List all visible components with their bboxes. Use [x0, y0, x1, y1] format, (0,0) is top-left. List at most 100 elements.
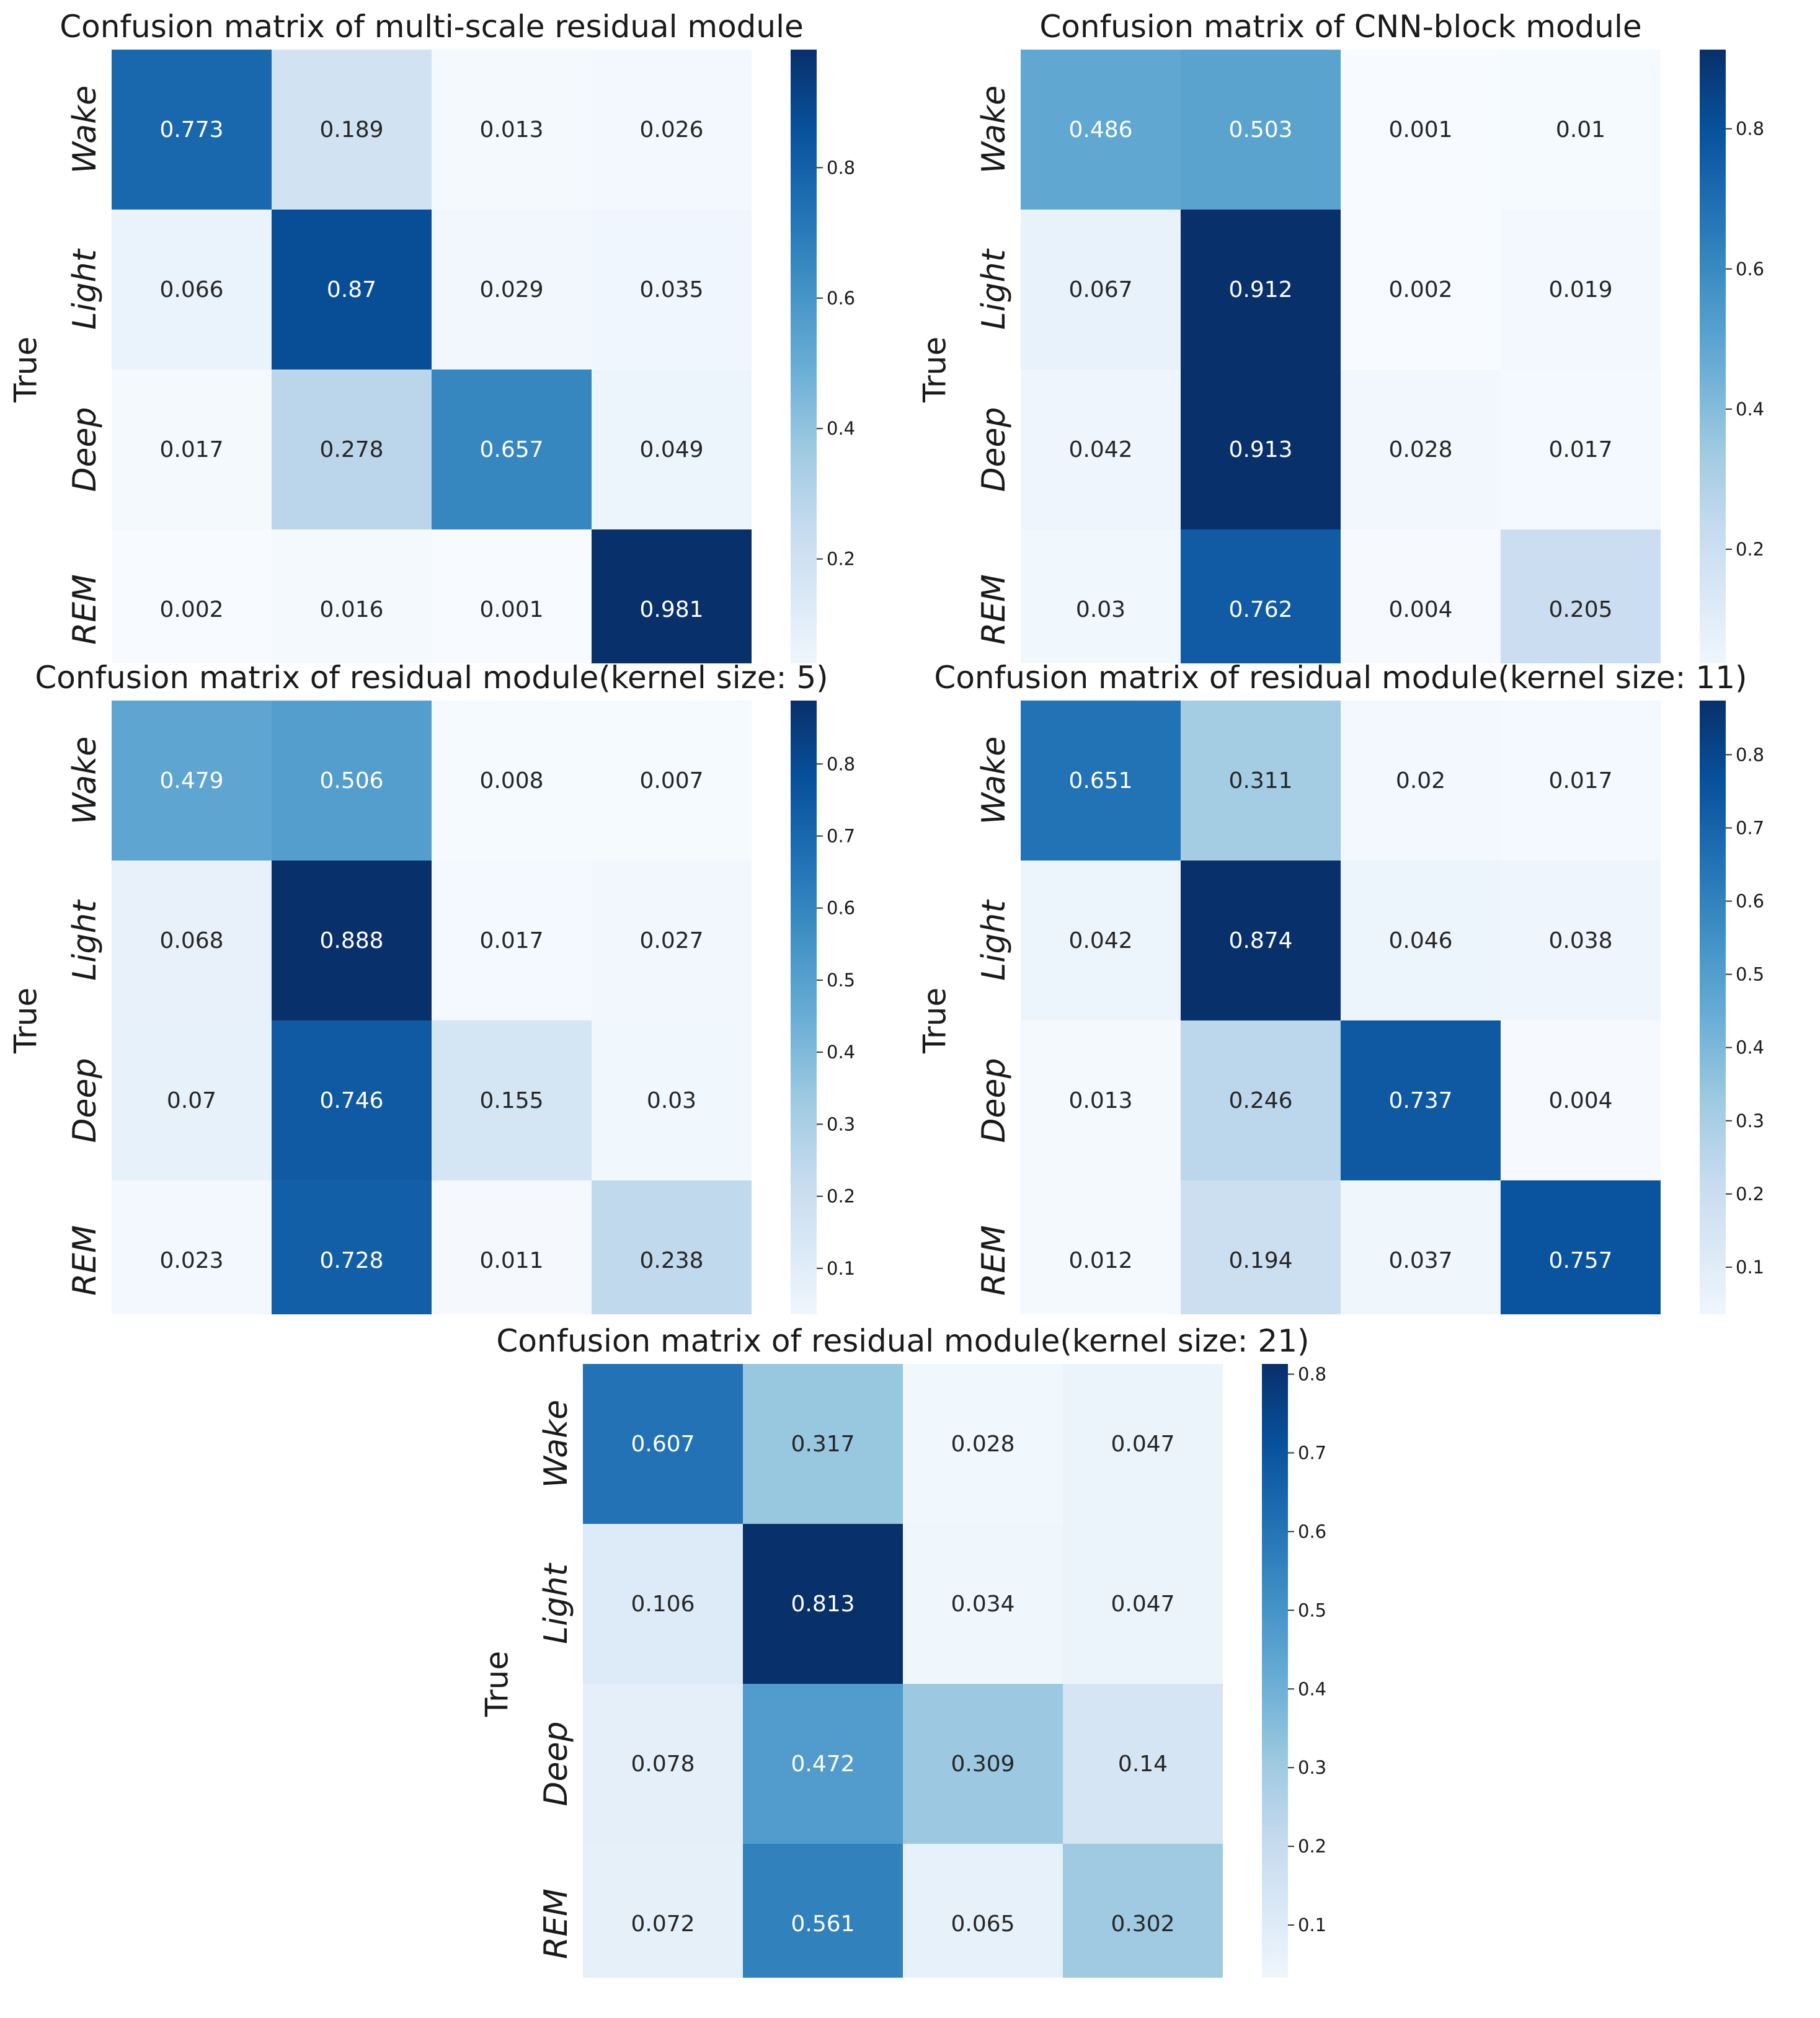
- heatmap-cell: [1063, 1524, 1223, 1684]
- heatmap-cell: [1501, 1180, 1661, 1314]
- cell-value-label: 0.028: [951, 1432, 1014, 1457]
- heatmap-cell: [432, 861, 592, 1020]
- heatmap-cell: [592, 210, 752, 370]
- y-tick-label: REM: [975, 1225, 1013, 1296]
- colorbar-tick-label: 0.8: [827, 753, 855, 774]
- y-tick-label: Wake: [66, 737, 104, 825]
- cell-value-label: 0.746: [319, 1088, 383, 1113]
- confusion-matrix-multi-scale-residual: Confusion matrix of multi-scale residual…: [0, 0, 909, 663]
- heatmap-cell: [1341, 210, 1501, 370]
- cell-value-label: 0.027: [639, 928, 703, 954]
- colorbar: [791, 701, 817, 1314]
- heatmap-cell: [272, 370, 432, 529]
- cell-value-label: 0.03: [1076, 597, 1125, 622]
- heatmap-cell: [272, 50, 432, 210]
- colorbar-tick-label: 0.8: [1736, 118, 1764, 139]
- cell-value-label: 0.011: [479, 1248, 543, 1273]
- heatmap-cell: [743, 1684, 903, 1844]
- cell-value-label: 0.072: [631, 1911, 695, 1937]
- cell-value-label: 0.14: [1118, 1751, 1168, 1777]
- heatmap-cell: [432, 50, 592, 210]
- y-tick-label: REM: [66, 574, 104, 645]
- heatmap-cell: [432, 370, 592, 529]
- y-tick-label: REM: [975, 574, 1013, 645]
- cell-value-label: 0.155: [479, 1088, 543, 1113]
- y-tick-label: Deep: [66, 407, 104, 492]
- cell-value-label: 0.309: [951, 1751, 1014, 1777]
- confusion-matrix-residual-kernel-21: Confusion matrix of residual module(kern…: [471, 1314, 1380, 1978]
- colorbar-tick-label: 0.8: [827, 157, 855, 178]
- colorbar-tick-label: 0.2: [1736, 1184, 1764, 1205]
- heatmap-cell: [272, 529, 432, 663]
- heatmap-cell: [743, 1524, 903, 1684]
- heatmap-cell: [1063, 1844, 1223, 1978]
- cell-value-label: 0.012: [1068, 1248, 1132, 1273]
- heatmap-cell: [1181, 861, 1341, 1020]
- cell-value-label: 0.066: [159, 277, 223, 303]
- cell-value-label: 0.561: [791, 1911, 855, 1937]
- cell-value-label: 0.194: [1228, 1248, 1292, 1273]
- cell-value-label: 0.02: [1396, 768, 1445, 794]
- cell-value-label: 0.479: [159, 768, 223, 794]
- heatmap-cell: [1501, 529, 1661, 663]
- cell-value-label: 0.311: [1228, 768, 1292, 794]
- y-tick-label: Light: [538, 1563, 575, 1644]
- heatmap-cell: [1181, 701, 1341, 861]
- cell-value-label: 0.042: [1068, 437, 1132, 462]
- cell-value-label: 0.065: [951, 1911, 1014, 1937]
- cell-value-label: 0.008: [479, 768, 543, 794]
- cell-value-label: 0.888: [319, 928, 383, 954]
- colorbar: [1262, 1364, 1288, 1978]
- y-tick-label: Light: [66, 900, 104, 981]
- y-tick-label: Light: [66, 249, 104, 330]
- cell-value-label: 0.607: [631, 1432, 695, 1457]
- chart-title: Confusion matrix of residual module(kern…: [35, 660, 828, 696]
- heatmap-cell: [272, 861, 432, 1020]
- cell-value-label: 0.017: [1548, 768, 1612, 794]
- cell-value-label: 0.001: [1388, 117, 1452, 143]
- heatmap-cell: [1063, 1364, 1223, 1524]
- cell-value-label: 0.007: [639, 768, 703, 794]
- confusion-matrix-residual-kernel-11: Confusion matrix of residual module(kern…: [909, 651, 1818, 1314]
- heatmap-cell: [903, 1364, 1063, 1524]
- colorbar-tick-label: 0.5: [1736, 964, 1764, 985]
- cell-value-label: 0.813: [791, 1591, 855, 1617]
- heatmap-cell: [1181, 529, 1341, 663]
- heatmap-cell: [903, 1844, 1063, 1978]
- colorbar-tick-label: 0.6: [827, 898, 855, 919]
- cell-value-label: 0.001: [479, 597, 543, 622]
- cell-value-label: 0.07: [167, 1088, 216, 1113]
- heatmap-cell: [1181, 210, 1341, 370]
- cell-value-label: 0.757: [1548, 1248, 1612, 1273]
- heatmap-cell: [432, 529, 592, 663]
- y-tick-label: Wake: [538, 1400, 575, 1489]
- heatmap-cell: [272, 1180, 432, 1314]
- heatmap-cell: [1021, 370, 1181, 529]
- colorbar-tick-label: 0.5: [827, 970, 855, 991]
- heatmap-chart: Confusion matrix of CNN-block module 0.48…: [917, 9, 1764, 663]
- cell-value-label: 0.026: [639, 117, 703, 143]
- cell-value-label: 0.472: [791, 1751, 855, 1777]
- y-tick-label: Deep: [66, 1058, 104, 1143]
- cell-value-label: 0.106: [631, 1591, 695, 1617]
- cell-value-label: 0.205: [1548, 597, 1612, 622]
- heatmap-cell: [432, 1180, 592, 1314]
- heatmap-cell: [1501, 701, 1661, 861]
- heatmap-cell: [1063, 1684, 1223, 1844]
- heatmap-cell: [272, 701, 432, 861]
- cell-value-label: 0.87: [327, 277, 376, 303]
- colorbar-tick-label: 0.1: [1298, 1914, 1326, 1936]
- heatmap-cell: [112, 370, 272, 529]
- heatmap-cell: [743, 1364, 903, 1524]
- cell-value-label: 0.874: [1228, 928, 1292, 954]
- y-tick-label: Deep: [975, 1058, 1013, 1143]
- colorbar-tick-label: 0.7: [1298, 1442, 1326, 1463]
- cell-value-label: 0.002: [159, 597, 223, 622]
- heatmap-cell: [272, 1020, 432, 1180]
- heatmap-cell: [1341, 1180, 1501, 1314]
- cell-value-label: 0.486: [1068, 117, 1132, 143]
- heatmap-cell: [592, 861, 752, 1020]
- cell-value-label: 0.028: [1388, 437, 1452, 462]
- y-tick-label: REM: [66, 1225, 104, 1296]
- y-axis-label: True: [917, 988, 953, 1054]
